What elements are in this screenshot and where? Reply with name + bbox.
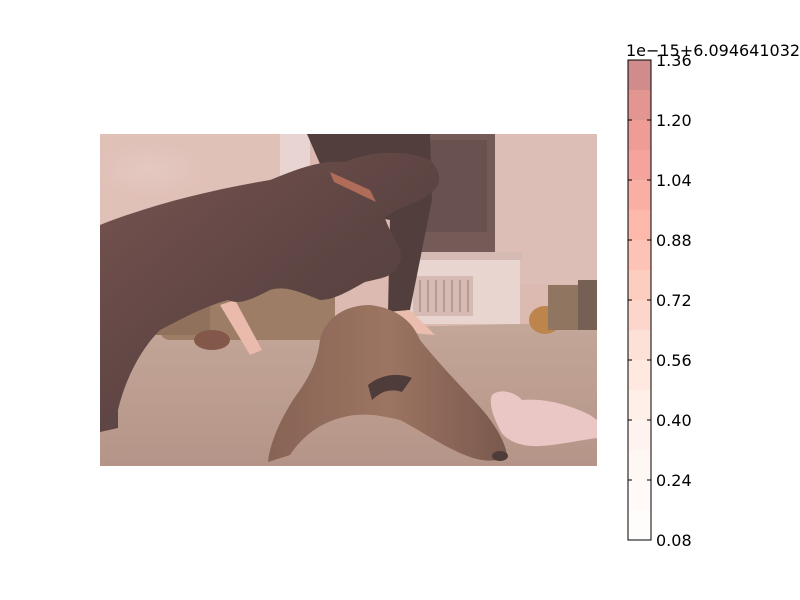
colorbar-tick-label: 0.56	[656, 351, 692, 370]
photo-image	[100, 134, 597, 466]
colorbar-band	[628, 150, 651, 180]
colorbar-band	[628, 120, 651, 150]
colorbar-band	[628, 420, 651, 450]
plush-toy	[490, 391, 597, 447]
colorbar-ticks: 0.08 0.24 0.40 0.56 0.72 0.88 1.04 1.20 1.36	[628, 51, 692, 550]
colorbar-band	[628, 90, 651, 120]
colorbar-tick-label: 1.04	[656, 171, 692, 190]
colorbar-tick-label: 0.72	[656, 291, 692, 310]
colorbar-tick-label: 0.40	[656, 411, 692, 430]
colorbar-band	[628, 180, 651, 210]
colorbar-band	[628, 300, 651, 330]
dog-collar	[330, 172, 376, 202]
colorbar-tick-label: 1.20	[656, 111, 692, 130]
black-dog	[100, 152, 440, 433]
colorbar-band	[628, 60, 651, 90]
colorbar-band	[628, 270, 651, 300]
colorbar-band	[628, 330, 651, 360]
colorbar-tick-label: 1.36	[656, 51, 692, 70]
colorbar-offset-label: 1e−15+6.094641032	[626, 41, 800, 60]
colorbar-tick-label: 0.88	[656, 231, 692, 250]
colorbar-band	[628, 390, 651, 420]
colorbar-bands	[628, 60, 651, 540]
colorbar-band	[628, 210, 651, 240]
colorbar-band	[628, 480, 651, 510]
colorbar: 0.08 0.24 0.40 0.56 0.72 0.88 1.04 1.20 1.36 1e−…	[626, 41, 800, 550]
colorbar-band	[628, 240, 651, 270]
colorbar-tick-label: 0.24	[656, 471, 692, 490]
colorbar-tick-label: 0.08	[656, 531, 692, 550]
colorbar-band	[628, 510, 651, 540]
colorbar-band	[628, 360, 651, 390]
colorbar-band	[628, 450, 651, 480]
